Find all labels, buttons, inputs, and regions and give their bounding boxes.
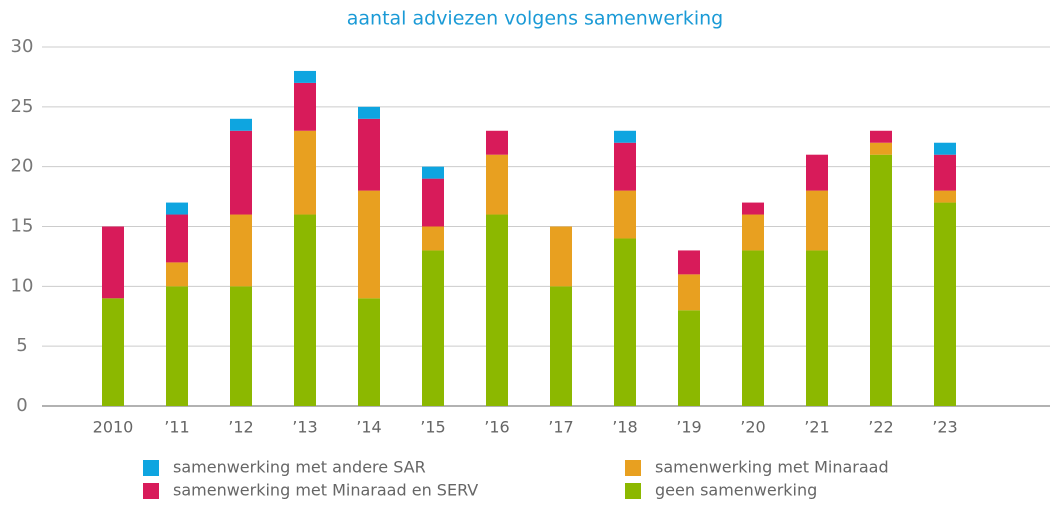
- bar-segment: [870, 142, 892, 155]
- y-tick-label: 0: [16, 395, 27, 416]
- bar-segment: [742, 202, 764, 215]
- bar-segment: [870, 130, 892, 143]
- y-tick-label: 30: [11, 36, 34, 57]
- y-tick-label: 25: [11, 96, 34, 117]
- bar-segment: [486, 214, 508, 406]
- bar-segment: [358, 190, 380, 299]
- bar-segment: [614, 142, 636, 191]
- x-tick-label: ’18: [612, 418, 637, 437]
- bar-segment: [422, 166, 444, 179]
- bar-segment: [166, 286, 188, 406]
- x-tick-label: 2010: [93, 418, 134, 437]
- bar-segment: [486, 130, 508, 155]
- x-tick-label: ’16: [484, 418, 509, 437]
- x-tick-label: ’21: [804, 418, 829, 437]
- bar-segment: [230, 286, 252, 406]
- bar-segment: [294, 82, 316, 131]
- legend-label: samenwerking met andere SAR: [173, 458, 426, 477]
- legend-swatch: [625, 460, 641, 476]
- bar-segment: [294, 130, 316, 215]
- x-tick-label: ’23: [932, 418, 957, 437]
- y-tick-label: 20: [11, 156, 34, 177]
- bar-segment: [742, 214, 764, 251]
- bar-segment: [166, 214, 188, 263]
- bar-segment: [678, 310, 700, 406]
- y-tick-label: 15: [11, 216, 34, 237]
- legend-swatch: [143, 460, 159, 476]
- bar-segment: [614, 190, 636, 239]
- bar-segment: [358, 118, 380, 191]
- bar-segment: [166, 202, 188, 215]
- bar-segment: [550, 226, 572, 287]
- x-tick-label: ’13: [292, 418, 317, 437]
- bar-segment: [934, 142, 956, 155]
- x-tick-label: ’22: [868, 418, 893, 437]
- bar-segment: [678, 250, 700, 275]
- bar-segment: [934, 202, 956, 406]
- bar-segment: [742, 250, 764, 406]
- bar-segment: [806, 190, 828, 251]
- bar-segment: [934, 190, 956, 203]
- legend-label: samenwerking met Minaraad: [655, 458, 889, 477]
- x-tick-label: ’20: [740, 418, 765, 437]
- bar-segment: [358, 106, 380, 119]
- x-tick-label: ’19: [676, 418, 701, 437]
- y-tick-label: 5: [16, 335, 27, 356]
- x-tick-label: ’11: [164, 418, 189, 437]
- bar-segment: [294, 214, 316, 406]
- bar-segment: [230, 214, 252, 287]
- bar-segment: [230, 130, 252, 215]
- bar-segment: [102, 226, 124, 299]
- bar-segment: [486, 154, 508, 215]
- legend-label: geen samenwerking: [655, 481, 817, 500]
- bar-segment: [422, 226, 444, 251]
- chart-title: aantal adviezen volgens samenwerking: [347, 8, 723, 30]
- bar-segment: [870, 154, 892, 406]
- bar-segment: [614, 130, 636, 143]
- bar-segment: [934, 154, 956, 191]
- x-tick-label: ’17: [548, 418, 573, 437]
- bar-segment: [358, 298, 380, 406]
- x-tick-label: ’15: [420, 418, 445, 437]
- bar-segment: [422, 250, 444, 406]
- bar-segment: [550, 286, 572, 406]
- bar-segment: [166, 262, 188, 287]
- legend-label: samenwerking met Minaraad en SERV: [173, 481, 478, 500]
- bar-segment: [422, 178, 444, 227]
- legend-swatch: [143, 483, 159, 499]
- x-tick-label: ’14: [356, 418, 381, 437]
- x-tick-label: ’12: [228, 418, 253, 437]
- bar-segment: [678, 274, 700, 311]
- bar-segment: [614, 238, 636, 406]
- bar-segment: [102, 298, 124, 406]
- bar-segment: [294, 70, 316, 83]
- bar-segment: [230, 118, 252, 131]
- bar-segment: [806, 250, 828, 406]
- y-tick-label: 10: [11, 275, 34, 296]
- legend-swatch: [625, 483, 641, 499]
- bar-segment: [806, 154, 828, 191]
